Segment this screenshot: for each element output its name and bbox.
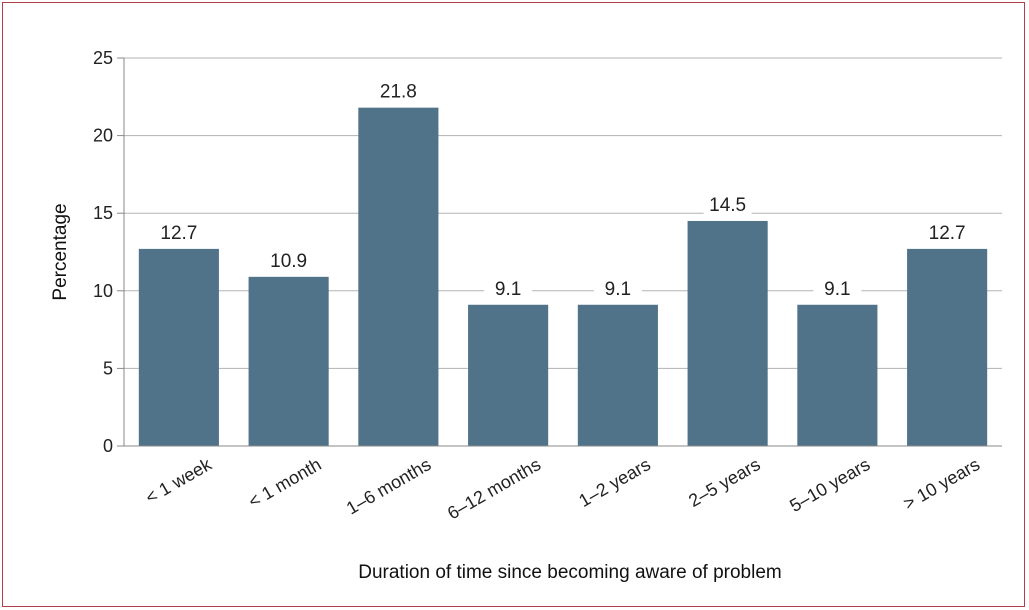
data-label-background [593,276,642,299]
data-label: 9.1 [605,279,631,300]
data-label: 9.1 [495,279,521,300]
data-labels: 12.7 10.9 21.8 9.1 9.1 14.5 9.1 12.7 [154,79,972,300]
x-tick-label: 2–5 years [685,454,763,511]
y-tick-label: 25 [93,48,113,68]
bar [468,304,549,446]
bars [138,107,988,446]
data-label: 9.1 [824,279,850,300]
data-label-background [484,276,533,299]
x-tick-label: < 1 month [245,454,325,512]
x-tick-label: > 10 years [900,454,983,514]
data-label-background [154,220,203,243]
x-axis-title: Duration of time since becoming aware of… [358,562,781,583]
bar [138,248,219,446]
y-tick-label: 0 [103,436,113,456]
bar [797,304,878,446]
data-label-background [923,220,972,243]
data-label: 10.9 [270,251,307,272]
y-tick-label: 10 [93,281,113,301]
data-label-background [703,192,752,215]
y-tick-label: 20 [93,126,113,146]
y-tick-label: 15 [93,203,113,223]
bar [358,107,439,446]
x-tick-label: 6–12 months [444,454,544,523]
y-tick-label: 5 [103,358,113,378]
y-axis-title: Percentage [50,203,71,300]
bar [907,248,988,446]
data-label-background [813,276,862,299]
bar [687,220,768,446]
y-tick-labels: 0 5 10 15 20 25 [93,48,113,456]
data-label-background [264,248,313,271]
x-tick-label: 1–2 years [575,454,653,511]
data-label: 12.7 [929,223,966,244]
bar [248,276,329,446]
x-tick-labels: < 1 week < 1 month 1–6 months 6–12 months 1–… [142,454,983,524]
axes [117,57,1002,447]
x-tick-label: < 1 week [142,454,216,508]
x-tick-label: 5–10 years [786,454,873,516]
data-label: 14.5 [709,195,746,216]
data-label: 21.8 [380,82,417,103]
data-label-background [374,79,423,102]
bar [577,304,658,446]
x-tick-label: 1–6 months [343,454,434,518]
data-label: 12.7 [160,223,197,244]
